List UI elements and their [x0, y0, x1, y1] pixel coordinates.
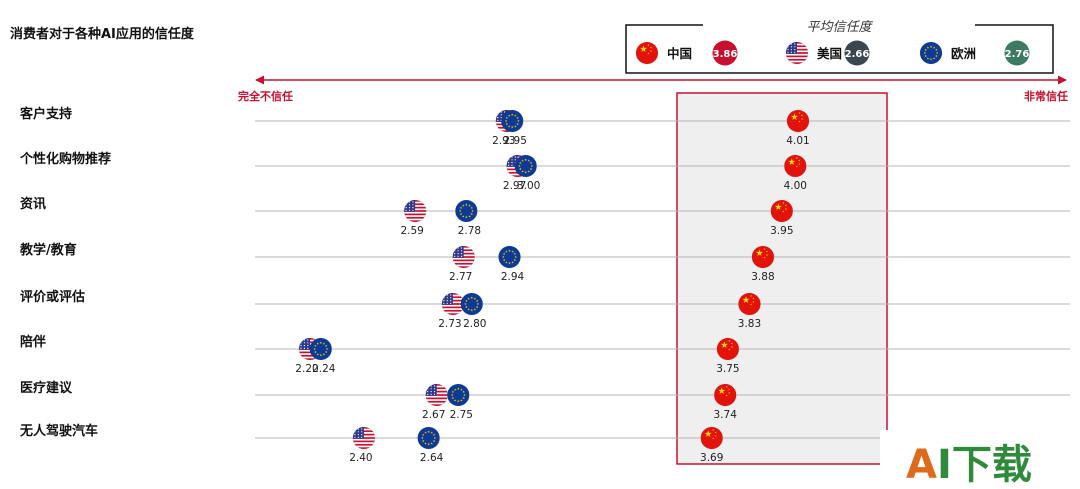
category-label: 评价或评估 [20, 289, 85, 305]
data-label: 2.24 [312, 363, 336, 375]
watermark: AI下载 [880, 430, 1080, 489]
chart-row: 评价或评估 2.73 2.80 3.83 [20, 289, 1070, 330]
chart-row: 教学/教育 2.77 2.94 3.88 [19, 242, 1070, 283]
chart-row: 资讯 2.59 2.78 3.95 [20, 196, 1070, 237]
data-label: 2.78 [458, 225, 481, 237]
eu-flag-marker [446, 383, 470, 407]
chart-row: 陪伴 2.202.24 3.75 [20, 334, 1070, 375]
china-flag-marker [784, 154, 807, 178]
us-flag-marker [425, 383, 449, 407]
china-flag-marker [700, 426, 724, 450]
eu-flag-marker [460, 292, 484, 316]
us-flag-marker [441, 292, 465, 316]
data-label: 4.01 [786, 135, 809, 147]
category-label: 个性化购物推荐 [19, 151, 111, 167]
chart-title: 消费者对于各种AI应用的信任度 [10, 26, 195, 42]
legend-title: 平均信任度 [806, 20, 873, 35]
china-flag-marker [751, 245, 775, 269]
eu-flag-marker [514, 154, 537, 178]
avg-value: 3.86 [713, 49, 738, 60]
avg-value: 2.66 [845, 49, 870, 60]
us-flag-marker [452, 245, 475, 269]
chart-row: 客户支持 2.932.95 4.01 [20, 106, 1070, 147]
data-label: 2.80 [463, 318, 486, 330]
category-label: 资讯 [20, 196, 46, 212]
data-label: 3.74 [714, 409, 738, 421]
avg-badge [844, 40, 870, 66]
us-flag-icon [785, 41, 809, 65]
watermark-background [880, 430, 1080, 489]
category-label: 无人驾驶汽车 [19, 423, 98, 439]
data-label: 2.93 [492, 135, 515, 147]
data-label: 2.67 [422, 409, 445, 421]
chart-row: 无人驾驶汽车 2.40 2.64 3.69 [19, 423, 1070, 464]
eu-flag-marker [498, 245, 521, 269]
category-label: 教学/教育 [19, 242, 77, 258]
legend-name: 欧洲 [951, 46, 976, 61]
data-label: 2.75 [450, 409, 473, 421]
china-flag-marker [713, 383, 737, 407]
data-label: 2.64 [420, 452, 444, 464]
china-flag-marker [738, 292, 761, 316]
legend-name: 美国 [817, 46, 842, 61]
watermark-text: AI下载 [906, 442, 1032, 488]
china-highlight-box [676, 92, 888, 465]
china-flag-marker [770, 199, 794, 223]
data-label: 3.83 [738, 318, 761, 330]
legend-entry: 中国 3.86 [635, 40, 738, 66]
category-label: 客户支持 [20, 106, 72, 122]
chart-row: 个性化购物推荐 2.973.00 4.00 [19, 151, 1070, 192]
eu-flag-marker [309, 337, 333, 361]
china-flag-marker [786, 109, 810, 133]
legend-entry: 欧洲 2.76 [919, 40, 1030, 66]
legend-border [625, 24, 1054, 74]
axis-left-label: 完全不信任 [238, 89, 293, 103]
legend: 平均信任度 中国 3.86 美国 2.66 欧洲 2.76 [625, 20, 1054, 74]
legend-entry: 美国 2.66 [785, 40, 870, 66]
legend-name: 中国 [667, 46, 692, 61]
chart-row: 医疗建议 2.67 2.75 3.74 [20, 380, 1070, 421]
eu-flag-marker [455, 199, 478, 223]
data-label: 2.97 [503, 180, 526, 192]
eu-flag-marker [417, 426, 440, 450]
us-flag-marker [403, 199, 427, 223]
eu-flag-marker [500, 109, 524, 133]
data-label: 2.40 [349, 452, 372, 464]
china-flag-icon [635, 41, 659, 65]
china-flag-marker [716, 337, 740, 361]
eu-flag-icon [919, 41, 943, 65]
data-label: 2.94 [501, 271, 525, 283]
data-label: 3.88 [751, 271, 774, 283]
avg-badge [1004, 40, 1030, 66]
data-label: 2.73 [438, 318, 461, 330]
category-label: 医疗建议 [20, 380, 73, 396]
data-label: 2.77 [449, 271, 472, 283]
avg-value: 2.76 [1005, 49, 1030, 60]
data-label: 3.69 [700, 452, 723, 464]
data-label: 2.20 [295, 363, 318, 375]
avg-badge [712, 40, 738, 66]
axis-right-label: 非常信任 [1024, 89, 1068, 103]
us-flag-marker [352, 426, 376, 450]
data-label: 3.00 [517, 180, 540, 192]
data-label: 2.59 [400, 225, 423, 237]
data-label: 3.95 [770, 225, 793, 237]
data-label: 2.95 [504, 135, 527, 147]
category-label: 陪伴 [20, 334, 46, 350]
data-label: 4.00 [784, 180, 807, 192]
data-label: 3.75 [716, 363, 739, 375]
